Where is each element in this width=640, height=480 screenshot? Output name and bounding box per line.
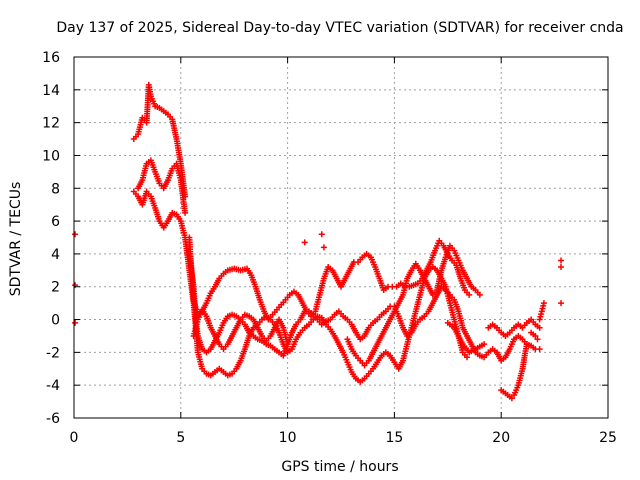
grid (74, 57, 608, 418)
y-tick-label: 2 (51, 280, 60, 296)
data-point (536, 324, 543, 331)
data-point (182, 209, 189, 216)
data-point (481, 341, 488, 348)
x-tick-label: 20 (492, 430, 510, 446)
data-point (558, 264, 565, 271)
data-point (540, 300, 547, 307)
data-point (301, 239, 308, 246)
x-ticks: 0 5 10 15 20 25 (70, 57, 617, 446)
data-point (72, 319, 79, 326)
data-point (536, 346, 543, 353)
x-axis-title: GPS time / hours (281, 459, 398, 475)
y-tick-label: 4 (51, 247, 60, 263)
y-tick-label: -4 (46, 378, 60, 394)
data-point (72, 231, 79, 238)
y-tick-label: 6 (51, 214, 60, 230)
data-point (476, 291, 483, 298)
data-point (288, 329, 295, 336)
x-tick-label: 25 (599, 430, 617, 446)
data-point (534, 336, 541, 343)
chart-title: Day 137 of 2025, Sidereal Day-to-day VTE… (56, 20, 623, 36)
y-tick-label: 14 (42, 83, 60, 99)
data-point (464, 354, 471, 361)
x-tick-label: 15 (385, 430, 403, 446)
data-point (318, 231, 325, 238)
plot-frame (73, 56, 609, 419)
data-point (508, 395, 515, 402)
y-tick-label: -6 (46, 411, 60, 427)
y-tick-label: 16 (42, 50, 60, 66)
data-marks (72, 81, 565, 402)
x-tick-label: 10 (279, 430, 297, 446)
y-tick-label: 12 (42, 116, 60, 132)
data-point (320, 244, 327, 251)
data-point (558, 300, 565, 307)
y-tick-label: 0 (51, 313, 60, 329)
data-point (558, 257, 565, 264)
data-point (532, 332, 539, 339)
data-point (466, 291, 473, 298)
x-tick-label: 0 (70, 430, 79, 446)
y-ticks: -6 -4 -2 0 2 4 6 8 10 12 14 16 (42, 50, 608, 427)
y-tick-label: 8 (51, 181, 60, 197)
x-tick-label: 5 (176, 430, 185, 446)
y-tick-label: -2 (46, 345, 60, 361)
y-tick-label: 10 (42, 148, 60, 164)
data-point (523, 341, 530, 348)
y-axis-title: SDTVAR / TECUs (8, 182, 24, 297)
